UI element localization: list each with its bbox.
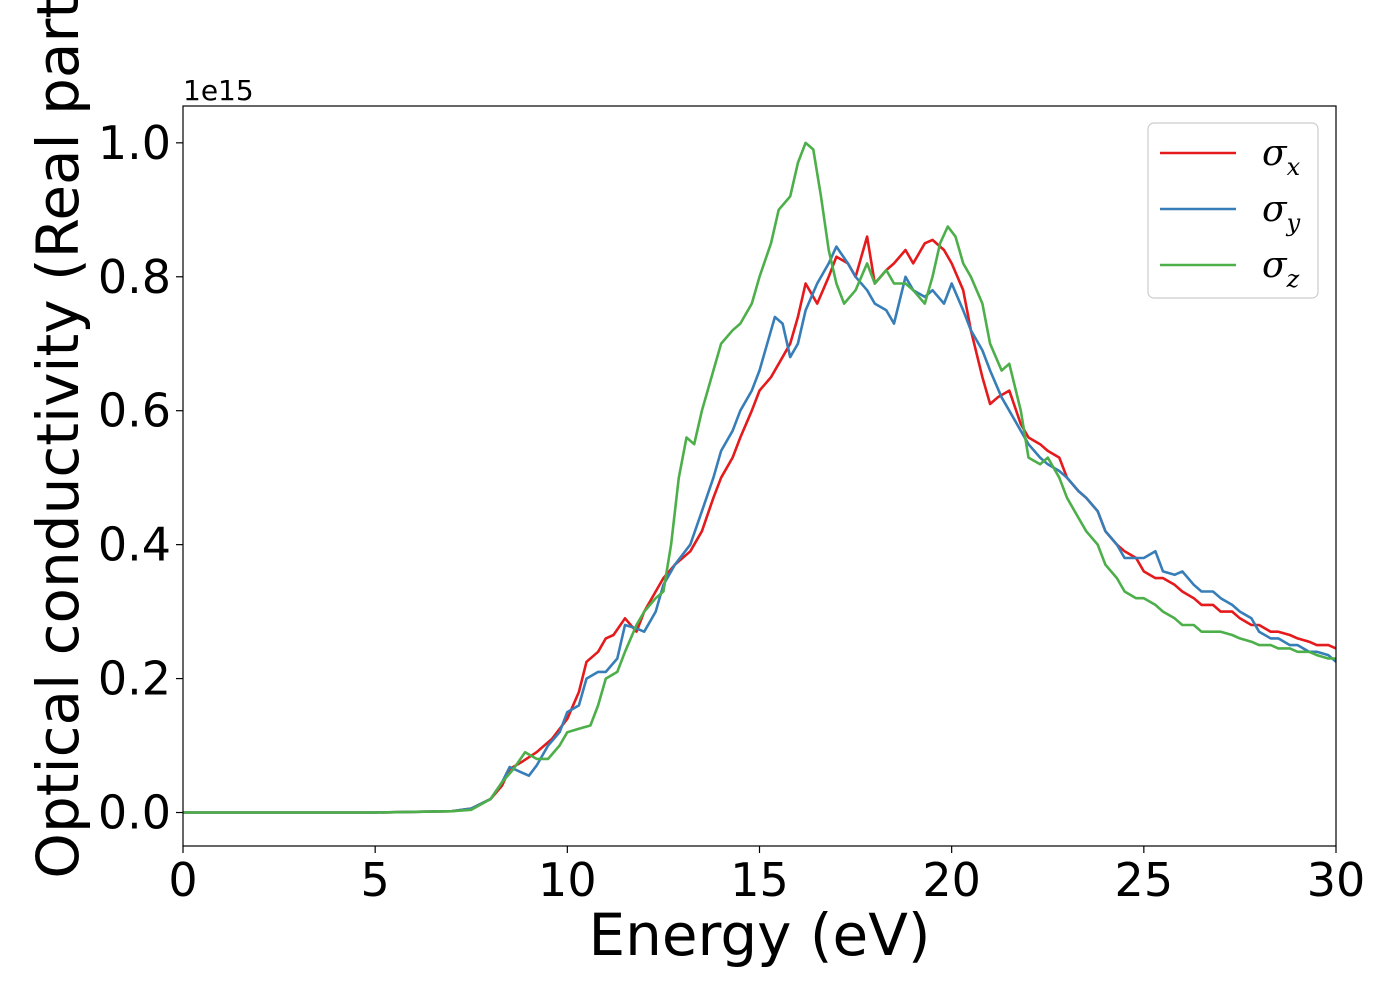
legend-label-x: σx: [1262, 133, 1301, 181]
x-tick-label: 10: [538, 853, 597, 907]
series-layer: [183, 141, 1336, 814]
series-line-y: [183, 245, 1336, 814]
y-tick-label: 1.0: [98, 116, 171, 170]
x-tick-label: 15: [730, 853, 789, 907]
x-tick-label: 20: [922, 853, 981, 907]
legend-label-y: σy: [1262, 189, 1301, 237]
y-tick-label: 0.0: [98, 786, 171, 840]
y-tick-label: 0.6: [98, 384, 171, 438]
y-tick-label: 0.8: [98, 250, 171, 304]
x-axis-title: Energy (eV): [588, 901, 930, 969]
legend-box: [1147, 122, 1319, 299]
y-offset-label: 1e15: [183, 74, 254, 107]
y-tick-label: 0.4: [98, 518, 171, 572]
series-line-z: [183, 141, 1336, 814]
legend-label-z: σz: [1262, 245, 1300, 293]
x-tick-label: 0: [168, 853, 197, 907]
x-axis: 0 5 10 15 20 25 30: [168, 846, 1365, 907]
x-tick-label: 25: [1115, 853, 1174, 907]
x-tick-label: 5: [361, 853, 390, 907]
series-line-x: [183, 235, 1336, 814]
legend: σx σy σz: [1147, 122, 1319, 299]
y-axis: 0.0 0.2 0.4 0.6 0.8 1.0: [98, 116, 183, 840]
x-tick-label: 30: [1307, 853, 1366, 907]
y-tick-label: 0.2: [98, 652, 171, 706]
y-axis-title: Optical conductivity (Real part): [24, 0, 92, 879]
